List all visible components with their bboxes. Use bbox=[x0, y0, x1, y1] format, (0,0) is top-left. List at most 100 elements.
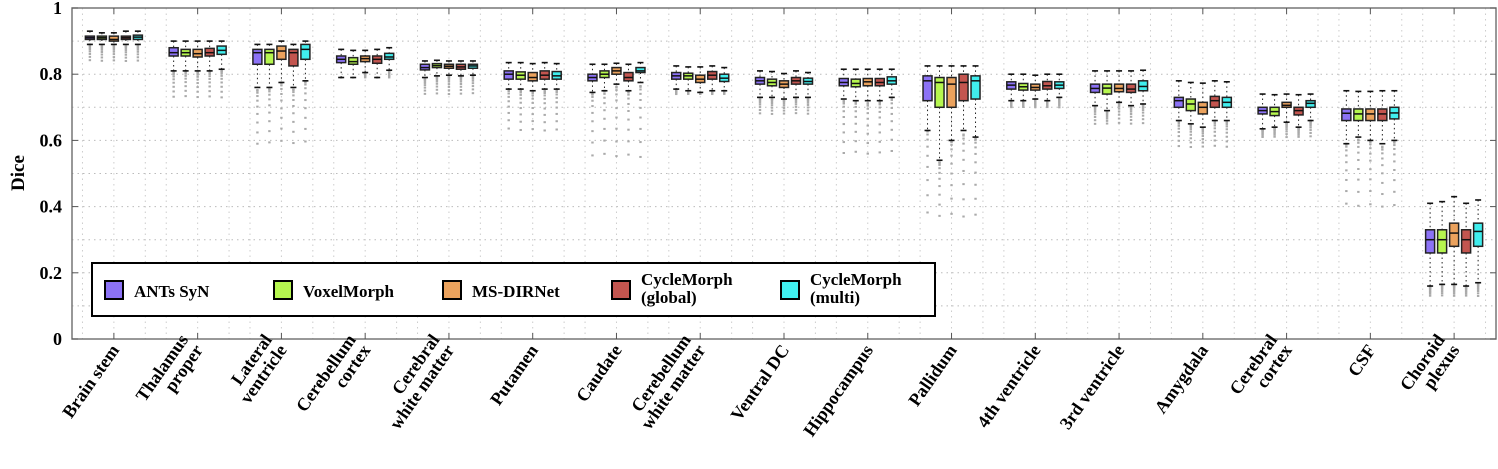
outlier-point bbox=[615, 116, 618, 119]
outlier-point bbox=[220, 72, 223, 75]
x-tick-label-line: Putamen bbox=[486, 341, 542, 409]
outlier-point bbox=[1093, 106, 1097, 109]
outlier-point bbox=[1464, 292, 1468, 295]
box bbox=[946, 76, 957, 109]
outlier-point bbox=[1093, 113, 1097, 116]
outlier-point bbox=[459, 92, 463, 95]
outlier-point bbox=[256, 89, 259, 92]
outlier-point bbox=[878, 151, 881, 154]
outlier-point bbox=[531, 101, 534, 104]
outlier-point bbox=[280, 116, 283, 119]
box bbox=[288, 48, 299, 67]
outlier-point bbox=[782, 112, 786, 115]
outlier-point bbox=[1141, 109, 1145, 112]
outlier-point bbox=[782, 104, 786, 107]
outlier-point bbox=[519, 120, 522, 123]
outlier-point bbox=[1093, 115, 1097, 118]
outlier-point bbox=[1309, 135, 1312, 138]
box bbox=[635, 66, 646, 74]
outlier-point bbox=[304, 116, 307, 119]
outlier-point bbox=[591, 120, 594, 123]
category-group bbox=[754, 70, 814, 115]
outlier-point bbox=[387, 74, 391, 77]
outlier-point bbox=[1201, 127, 1205, 130]
outlier-point bbox=[926, 138, 929, 141]
outlier-point bbox=[1345, 169, 1348, 172]
x-tick-label-line: Brain stem bbox=[58, 341, 123, 422]
box bbox=[1353, 108, 1364, 122]
outlier-point bbox=[543, 97, 546, 100]
outlier-point bbox=[459, 88, 463, 91]
box bbox=[1436, 229, 1448, 254]
outlier-point bbox=[268, 130, 271, 133]
outlier-point bbox=[208, 71, 211, 74]
outlier-point bbox=[1393, 147, 1396, 150]
outlier-point bbox=[1452, 290, 1456, 293]
outlier-point bbox=[866, 117, 869, 120]
outlier-point bbox=[507, 119, 510, 122]
category-group bbox=[922, 65, 981, 218]
outlier-point bbox=[926, 165, 929, 168]
outlier-point bbox=[1345, 190, 1348, 193]
outlier-point bbox=[1093, 122, 1097, 125]
outlier-point bbox=[1225, 128, 1229, 131]
outlier-point bbox=[926, 194, 929, 197]
outlier-point bbox=[938, 167, 941, 170]
outlier-point bbox=[842, 151, 845, 154]
outlier-point bbox=[88, 46, 92, 49]
outlier-point bbox=[1129, 112, 1133, 115]
outlier-point bbox=[758, 98, 762, 101]
category-group bbox=[1424, 195, 1484, 297]
outlier-point bbox=[866, 104, 869, 107]
outlier-point bbox=[794, 108, 798, 111]
outlier-point bbox=[184, 85, 187, 88]
outlier-point bbox=[878, 110, 881, 113]
outlier-point bbox=[1285, 126, 1288, 129]
box bbox=[108, 35, 120, 42]
box bbox=[1448, 222, 1460, 248]
outlier-point bbox=[1177, 145, 1181, 148]
outlier-point bbox=[136, 46, 140, 49]
outlier-point bbox=[1141, 106, 1145, 109]
outlier-point bbox=[555, 112, 558, 115]
outlier-point bbox=[1189, 137, 1193, 140]
outlier-point bbox=[938, 161, 941, 164]
outlier-point bbox=[1225, 135, 1229, 138]
outlier-point bbox=[268, 104, 271, 107]
outlier-point bbox=[1093, 110, 1097, 113]
outlier-point bbox=[447, 93, 451, 96]
outlier-point bbox=[1225, 140, 1229, 143]
outlier-point bbox=[555, 93, 558, 96]
outlier-point bbox=[1357, 139, 1360, 142]
y-tick-label: 0.2 bbox=[40, 263, 63, 283]
outlier-point bbox=[268, 141, 271, 144]
outlier-point bbox=[304, 99, 307, 102]
legend-label-line: ANTs SyN bbox=[134, 282, 210, 301]
outlier-point bbox=[435, 88, 439, 91]
outlier-point bbox=[1261, 135, 1264, 138]
x-tick-label: Putamen bbox=[486, 341, 542, 409]
outlier-point bbox=[507, 92, 510, 95]
box bbox=[934, 76, 945, 109]
outlier-point bbox=[639, 106, 642, 109]
outlier-point bbox=[1189, 141, 1193, 144]
outlier-point bbox=[1201, 138, 1205, 141]
x-tick-label: Ventral DC bbox=[727, 341, 794, 424]
outlier-point bbox=[1129, 118, 1133, 121]
outlier-point bbox=[926, 145, 929, 148]
outlier-point bbox=[950, 154, 953, 157]
outlier-point bbox=[866, 124, 869, 127]
outlier-point bbox=[292, 99, 295, 102]
outlier-point bbox=[196, 78, 199, 81]
outlier-point bbox=[974, 161, 977, 164]
outlier-point bbox=[1261, 131, 1264, 134]
outlier-point bbox=[1189, 125, 1193, 128]
outlier-point bbox=[950, 141, 953, 144]
outlier-point bbox=[292, 91, 295, 94]
outlier-point bbox=[1213, 127, 1217, 130]
outlier-point bbox=[603, 117, 606, 120]
outlier-point bbox=[304, 127, 307, 130]
outlier-point bbox=[555, 91, 558, 94]
outlier-point bbox=[1476, 284, 1480, 287]
